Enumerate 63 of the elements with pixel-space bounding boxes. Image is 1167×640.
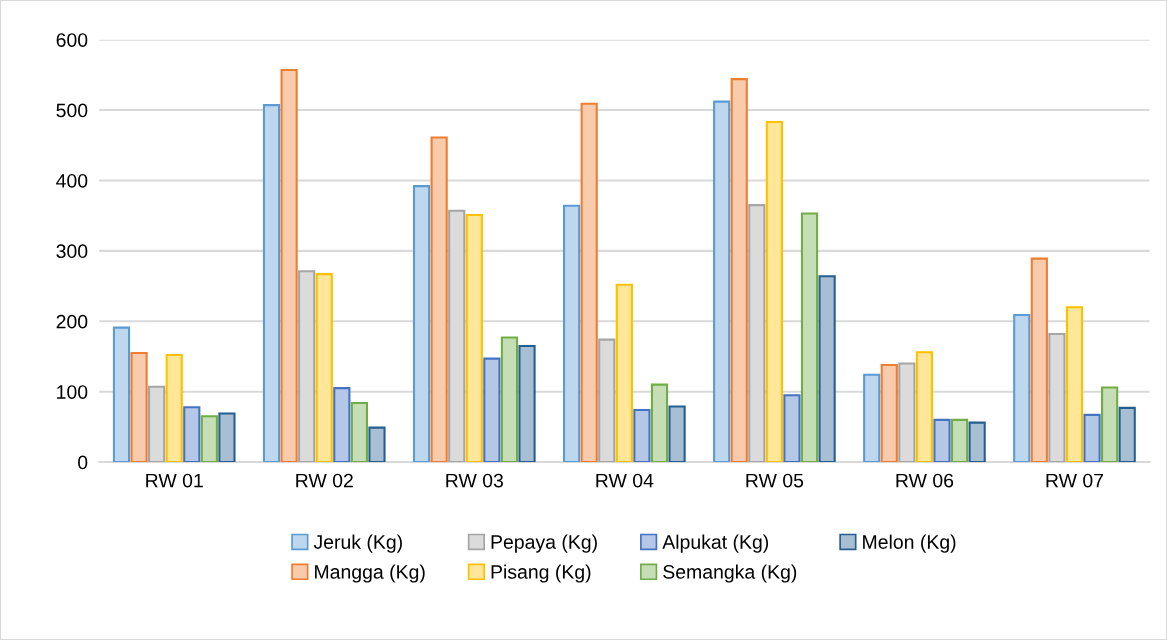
x-tick-label: RW 03 xyxy=(446,473,503,488)
bar xyxy=(130,351,148,463)
y-tick-label: 200 xyxy=(56,314,88,329)
bar xyxy=(218,412,236,463)
bar xyxy=(500,336,519,463)
bar xyxy=(333,387,351,463)
y-tick-label: 300 xyxy=(56,244,88,259)
bar xyxy=(650,383,669,463)
bar xyxy=(713,100,731,463)
bar xyxy=(483,357,501,463)
y-tick-label: 100 xyxy=(57,385,88,399)
legend-label: Melon (Kg) xyxy=(863,534,956,553)
bar xyxy=(633,408,651,463)
bar xyxy=(1013,313,1031,463)
legend-label: Semangka (Kg) xyxy=(663,564,797,583)
bar xyxy=(880,363,898,463)
bar xyxy=(580,102,598,463)
x-tick-label: RW 06 xyxy=(896,473,954,488)
bar xyxy=(1118,406,1136,463)
bar xyxy=(1101,386,1119,463)
bar xyxy=(350,401,369,463)
bar xyxy=(280,68,298,463)
bar xyxy=(668,405,686,463)
legend-label: Pisang (Kg) xyxy=(491,564,591,583)
bar xyxy=(183,406,201,463)
bar xyxy=(262,104,281,463)
bar xyxy=(1065,306,1084,463)
y-tick-label: 500 xyxy=(56,103,88,118)
bar xyxy=(200,415,218,463)
bar xyxy=(615,283,633,463)
bar xyxy=(112,326,131,463)
bar xyxy=(863,373,881,463)
bar xyxy=(315,273,333,463)
bar xyxy=(368,426,386,463)
bar xyxy=(818,275,836,463)
bar xyxy=(165,354,183,463)
bar xyxy=(765,121,783,463)
bar xyxy=(430,136,448,463)
bar xyxy=(950,418,969,463)
bar xyxy=(783,394,801,463)
y-tick-label: 600 xyxy=(56,33,88,47)
x-tick-label: RW 05 xyxy=(746,473,804,488)
y-tick-label: 400 xyxy=(56,173,88,188)
bar xyxy=(915,351,934,463)
x-tick-label: RW 02 xyxy=(296,473,353,488)
bar xyxy=(412,185,431,463)
bar xyxy=(933,418,951,463)
bar xyxy=(1083,413,1101,463)
legend-label: Pepaya (Kg) xyxy=(491,534,597,553)
bar xyxy=(968,421,986,463)
x-tick-label: RW 04 xyxy=(596,473,654,488)
legend-label: Alpukat (Kg) xyxy=(662,534,769,553)
bar xyxy=(518,344,536,463)
x-tick-label: RW 01 xyxy=(146,473,203,488)
y-tick-label: 0 xyxy=(78,455,88,470)
bar xyxy=(730,78,748,463)
bar xyxy=(465,213,483,463)
legend-label: Jeruk (Kg) xyxy=(313,534,402,553)
x-tick-label: RW 07 xyxy=(1046,473,1104,488)
bar xyxy=(800,212,819,463)
bar xyxy=(1030,257,1048,463)
bar xyxy=(563,204,581,463)
legend-label: Mangga (Kg) xyxy=(315,564,425,583)
